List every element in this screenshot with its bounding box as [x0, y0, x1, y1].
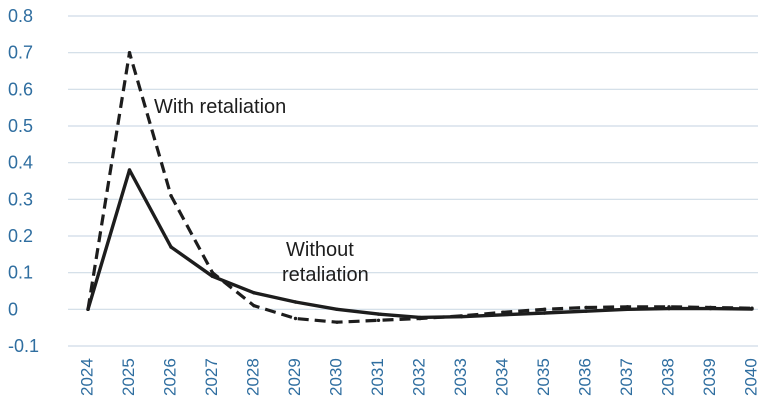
data-point-with — [293, 316, 298, 321]
x-tick-label: 2029 — [285, 358, 304, 396]
annotation-without: retaliation — [282, 264, 369, 286]
data-point-without — [501, 313, 505, 317]
data-point-without — [127, 168, 132, 172]
x-tick-label: 2033 — [451, 358, 470, 396]
gridlines — [68, 15, 758, 347]
data-point-without — [584, 309, 588, 313]
annotation-with: With retaliation — [154, 96, 286, 118]
x-tick-label: 2031 — [368, 358, 387, 396]
y-tick-label: -0.1 — [8, 336, 39, 356]
data-point-without — [459, 314, 464, 319]
x-tick-label: 2036 — [575, 358, 594, 396]
data-point-without — [418, 315, 422, 320]
x-tick-label: 2030 — [326, 358, 345, 396]
data-point-without — [750, 307, 754, 311]
x-tick-label: 2039 — [700, 358, 719, 396]
data-point-without — [542, 311, 547, 315]
y-tick-label: 0.8 — [8, 6, 33, 26]
data-point-with — [210, 270, 215, 275]
data-point-with — [127, 50, 132, 55]
x-tick-label: 2026 — [160, 358, 179, 396]
x-tick-label: 2025 — [119, 358, 138, 396]
y-tick-label: 0 — [8, 299, 18, 319]
x-tick-label: 2032 — [409, 358, 428, 396]
data-point-without — [625, 307, 630, 312]
data-point-with — [584, 305, 588, 310]
data-point-without — [376, 312, 381, 316]
x-tick-label: 2024 — [77, 358, 96, 396]
data-point-with — [542, 307, 547, 312]
data-point-without — [252, 291, 256, 295]
x-tick-label: 2038 — [658, 358, 677, 396]
x-tick-label: 2035 — [534, 358, 553, 396]
x-tick-label: 2037 — [617, 358, 636, 396]
y-tick-label: 0.6 — [8, 79, 33, 99]
y-tick-label: 0.4 — [8, 153, 33, 173]
y-tick-label: 0.7 — [8, 43, 33, 63]
annotation-without: Without — [286, 239, 354, 261]
data-point-without — [210, 274, 215, 279]
y-tick-label: 0.2 — [8, 226, 33, 246]
x-tick-label: 2034 — [492, 358, 511, 396]
annotations: With retaliation Without retaliation — [154, 96, 369, 286]
data-point-without — [667, 306, 671, 311]
data-point-with — [169, 193, 173, 198]
x-axis-tick-labels: 2024 2025 2026 2027 2028 2029 2030 2031 2032 2033… — [77, 358, 760, 396]
data-point-without — [86, 307, 90, 312]
data-point-with — [252, 303, 256, 308]
data-point-without — [169, 245, 173, 249]
x-tick-label: 2040 — [741, 358, 760, 396]
y-axis-tick-labels: 0.8 0.7 0.6 0.5 0.4 0.3 0.2 0.1 0 -0.1 — [8, 6, 39, 356]
y-tick-label: 0.5 — [8, 116, 33, 136]
y-tick-label: 0.1 — [8, 263, 33, 283]
series-line-without — [86, 168, 753, 320]
y-tick-label: 0.3 — [8, 189, 33, 209]
data-point-with — [335, 320, 339, 324]
data-point-without — [708, 306, 713, 311]
x-tick-label: 2028 — [243, 358, 262, 396]
series-line-with — [86, 51, 753, 324]
data-point-without — [293, 300, 298, 304]
x-tick-label: 2027 — [202, 358, 221, 396]
data-point-without — [335, 307, 339, 312]
series-lines — [86, 50, 754, 324]
data-point-with — [376, 318, 381, 323]
